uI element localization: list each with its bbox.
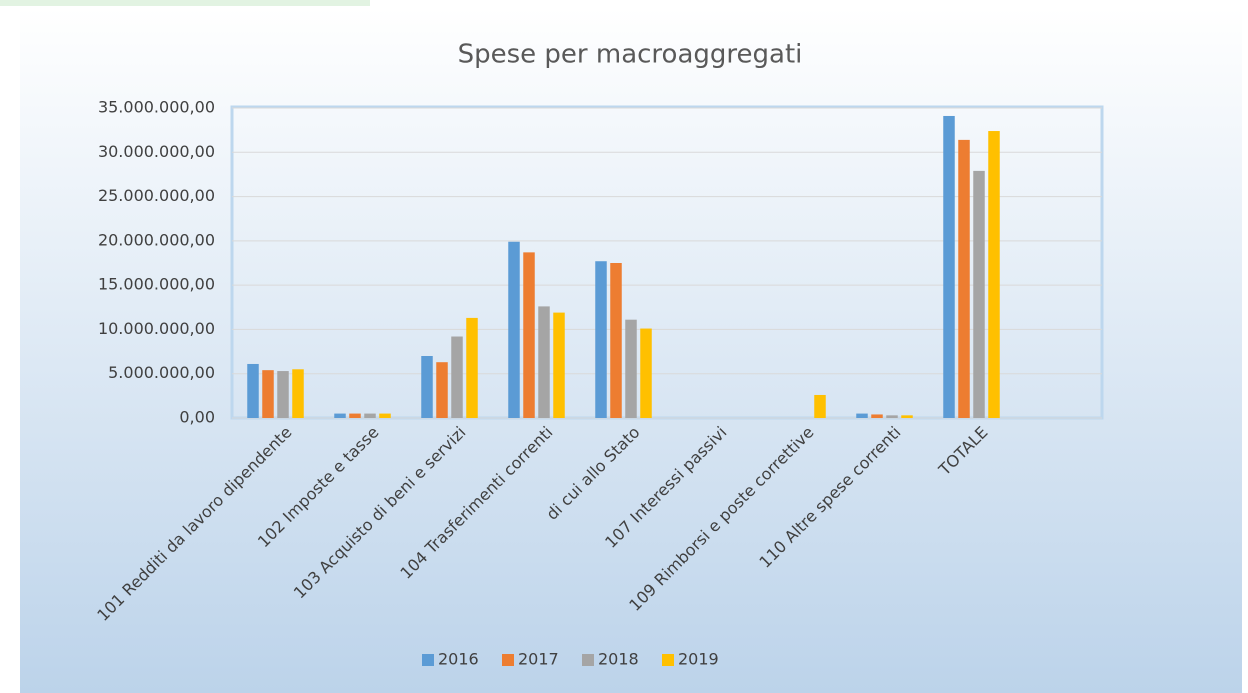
legend-swatch: [662, 654, 674, 666]
bar: [943, 115, 955, 418]
y-tick-label: 5.000.000,00: [108, 363, 215, 382]
bar: [466, 317, 478, 418]
bar: [523, 252, 535, 418]
bar: [262, 370, 274, 418]
bar: [856, 413, 868, 418]
legend-label: 2016: [438, 650, 479, 669]
bar: [640, 328, 652, 418]
bar: [553, 312, 565, 418]
legend-swatch: [422, 654, 434, 666]
legend-label: 2018: [598, 650, 639, 669]
bar: [349, 413, 361, 418]
y-tick-label: 0,00: [179, 408, 215, 427]
bar: [421, 356, 433, 418]
y-tick-label: 25.000.000,00: [98, 186, 215, 205]
y-tick-label: 35.000.000,00: [98, 98, 215, 117]
bar: [871, 414, 883, 418]
y-tick-label: 20.000.000,00: [98, 230, 215, 249]
bar: [538, 306, 550, 418]
legend-label: 2019: [678, 650, 719, 669]
bar: [451, 336, 463, 418]
legend-label: 2017: [518, 650, 559, 669]
bar: [292, 369, 304, 418]
legend-swatch: [502, 654, 514, 666]
bar: [508, 241, 520, 418]
bar: [814, 394, 826, 418]
y-tick-label: 15.000.000,00: [98, 275, 215, 294]
bar: [610, 263, 622, 418]
y-tick-label: 30.000.000,00: [98, 142, 215, 161]
y-tick-label: 10.000.000,00: [98, 319, 215, 338]
bar: [958, 139, 970, 418]
bar: [379, 413, 391, 418]
bar: [973, 170, 985, 418]
bar: [247, 363, 259, 418]
bar: [886, 415, 898, 418]
bar: [277, 371, 289, 418]
bar: [595, 261, 607, 418]
bar: [901, 415, 913, 418]
top-strip: [0, 0, 370, 6]
bar: [334, 413, 346, 418]
chart-title: Spese per macroaggregati: [458, 40, 803, 70]
legend-swatch: [582, 654, 594, 666]
bar: [988, 131, 1000, 418]
bar: [625, 319, 637, 418]
bar: [436, 362, 448, 418]
bar: [364, 413, 376, 418]
